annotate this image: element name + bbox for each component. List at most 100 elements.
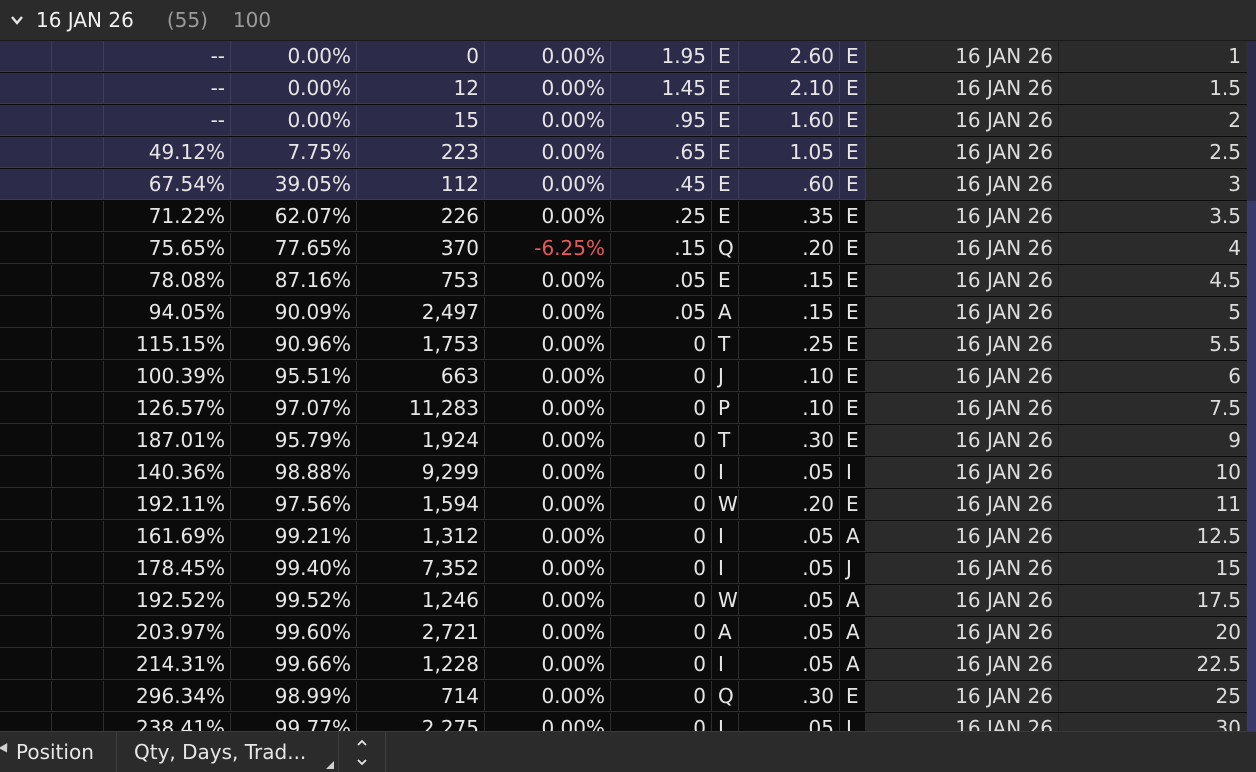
open-interest-cell[interactable]: 2,721	[357, 617, 485, 648]
scrollbar-track[interactable]	[1247, 681, 1256, 713]
scrollbar-track[interactable]	[1247, 457, 1256, 489]
prob-cell[interactable]: 0.00%	[231, 41, 357, 72]
prob-cell[interactable]: 90.09%	[231, 297, 357, 328]
prob-cell[interactable]: 99.52%	[231, 585, 357, 616]
open-interest-cell[interactable]: 1,228	[357, 649, 485, 680]
blank-cell[interactable]	[0, 585, 52, 616]
expiration-cell[interactable]: 16 JAN 26	[866, 233, 1059, 264]
scrollbar-track[interactable]	[1247, 713, 1256, 731]
scrollbar-track[interactable]	[1247, 265, 1256, 297]
expiration-cell[interactable]: 16 JAN 26	[866, 41, 1059, 72]
scrollbar-track[interactable]	[1247, 489, 1256, 521]
open-interest-cell[interactable]: 7,352	[357, 553, 485, 584]
ask-cell[interactable]: .35	[739, 201, 840, 232]
expiration-cell[interactable]: 16 JAN 26	[866, 265, 1059, 296]
prob-cell[interactable]: 0.00%	[231, 73, 357, 104]
open-interest-cell[interactable]: 1,753	[357, 329, 485, 360]
blank-cell[interactable]	[0, 105, 52, 136]
ask-exchange-cell[interactable]: J	[840, 553, 866, 584]
impl-vol-cell[interactable]: --	[104, 105, 231, 136]
scrollbar-track[interactable]	[1247, 649, 1256, 681]
open-interest-cell[interactable]: 15	[357, 105, 485, 136]
open-interest-cell[interactable]: 1,594	[357, 489, 485, 520]
bid-exchange-cell[interactable]: J	[712, 361, 739, 392]
blank-cell[interactable]	[52, 585, 104, 616]
blank-cell[interactable]	[52, 361, 104, 392]
expiration-cell[interactable]: 16 JAN 26	[866, 297, 1059, 328]
expiration-cell[interactable]: 16 JAN 26	[866, 649, 1059, 680]
blank-cell[interactable]	[52, 233, 104, 264]
change-cell[interactable]: 0.00%	[485, 585, 611, 616]
table-row[interactable]: 161.69% 99.21% 1,312 0.00% 0 I .05 A 16 JAN 26 12…	[0, 521, 1256, 553]
impl-vol-cell[interactable]: --	[104, 41, 231, 72]
table-row[interactable]: 178.45% 99.40% 7,352 0.00% 0 I .05 J 16 JAN 26 15	[0, 553, 1256, 585]
table-row[interactable]: 126.57% 97.07% 11,283 0.00% 0 P .10 E 16 JAN 26 7…	[0, 393, 1256, 425]
strike-cell[interactable]: 5	[1059, 297, 1247, 328]
bid-exchange-cell[interactable]: E	[712, 169, 739, 200]
strike-cell[interactable]: 11	[1059, 489, 1247, 520]
scrollbar-track[interactable]	[1247, 585, 1256, 617]
ask-cell[interactable]: .05	[739, 585, 840, 616]
strike-cell[interactable]: 7.5	[1059, 393, 1247, 424]
change-cell[interactable]: 0.00%	[485, 553, 611, 584]
open-interest-cell[interactable]: 370	[357, 233, 485, 264]
bid-cell[interactable]: 0	[611, 521, 712, 552]
strike-cell[interactable]: 9	[1059, 425, 1247, 456]
prob-cell[interactable]: 90.96%	[231, 329, 357, 360]
impl-vol-cell[interactable]: 78.08%	[104, 265, 231, 296]
change-cell[interactable]: 0.00%	[485, 649, 611, 680]
bid-cell[interactable]: 0	[611, 553, 712, 584]
prob-cell[interactable]: 95.79%	[231, 425, 357, 456]
bid-cell[interactable]: .25	[611, 201, 712, 232]
blank-cell[interactable]	[52, 617, 104, 648]
ask-exchange-cell[interactable]: E	[840, 425, 866, 456]
open-interest-cell[interactable]: 0	[357, 41, 485, 72]
bid-exchange-cell[interactable]: I	[712, 521, 739, 552]
scrollbar-track[interactable]	[1247, 137, 1256, 169]
ask-cell[interactable]: .60	[739, 169, 840, 200]
impl-vol-cell[interactable]: 67.54%	[104, 169, 231, 200]
ask-cell[interactable]: .10	[739, 393, 840, 424]
scrollbar-track[interactable]	[1247, 425, 1256, 457]
bid-cell[interactable]: 1.95	[611, 41, 712, 72]
blank-cell[interactable]	[0, 681, 52, 712]
change-cell[interactable]: 0.00%	[485, 201, 611, 232]
impl-vol-cell[interactable]: 238.41%	[104, 713, 231, 731]
table-row[interactable]: 238.41% 99.77% 2,275 0.00% 0 J .05 J 16 JAN 26 30	[0, 713, 1256, 731]
bid-cell[interactable]: .05	[611, 297, 712, 328]
blank-cell[interactable]	[0, 297, 52, 328]
blank-cell[interactable]	[0, 41, 52, 72]
ask-cell[interactable]: .05	[739, 617, 840, 648]
scrollbar-track[interactable]	[1247, 105, 1256, 137]
ask-exchange-cell[interactable]: A	[840, 649, 866, 680]
ask-exchange-cell[interactable]: E	[840, 41, 866, 72]
expiration-cell[interactable]: 16 JAN 26	[866, 425, 1059, 456]
bid-cell[interactable]: 0	[611, 585, 712, 616]
open-interest-cell[interactable]: 226	[357, 201, 485, 232]
bid-cell[interactable]: 0	[611, 425, 712, 456]
impl-vol-cell[interactable]: 126.57%	[104, 393, 231, 424]
ask-cell[interactable]: .25	[739, 329, 840, 360]
impl-vol-cell[interactable]: 75.65%	[104, 233, 231, 264]
ask-cell[interactable]: .30	[739, 681, 840, 712]
ask-exchange-cell[interactable]: E	[840, 169, 866, 200]
impl-vol-cell[interactable]: 296.34%	[104, 681, 231, 712]
strike-cell[interactable]: 6	[1059, 361, 1247, 392]
change-cell[interactable]: 0.00%	[485, 73, 611, 104]
blank-cell[interactable]	[0, 521, 52, 552]
strike-cell[interactable]: 2	[1059, 105, 1247, 136]
strike-cell[interactable]: 2.5	[1059, 137, 1247, 168]
prob-cell[interactable]: 99.21%	[231, 521, 357, 552]
prob-cell[interactable]: 97.56%	[231, 489, 357, 520]
expiration-cell[interactable]: 16 JAN 26	[866, 617, 1059, 648]
blank-cell[interactable]	[0, 617, 52, 648]
ask-cell[interactable]: 2.60	[739, 41, 840, 72]
blank-cell[interactable]	[52, 649, 104, 680]
strike-cell[interactable]: 20	[1059, 617, 1247, 648]
ask-exchange-cell[interactable]: E	[840, 73, 866, 104]
strike-cell[interactable]: 25	[1059, 681, 1247, 712]
strike-cell[interactable]: 3.5	[1059, 201, 1247, 232]
bid-exchange-cell[interactable]: I	[712, 457, 739, 488]
blank-cell[interactable]	[0, 201, 52, 232]
expiration-cell[interactable]: 16 JAN 26	[866, 137, 1059, 168]
